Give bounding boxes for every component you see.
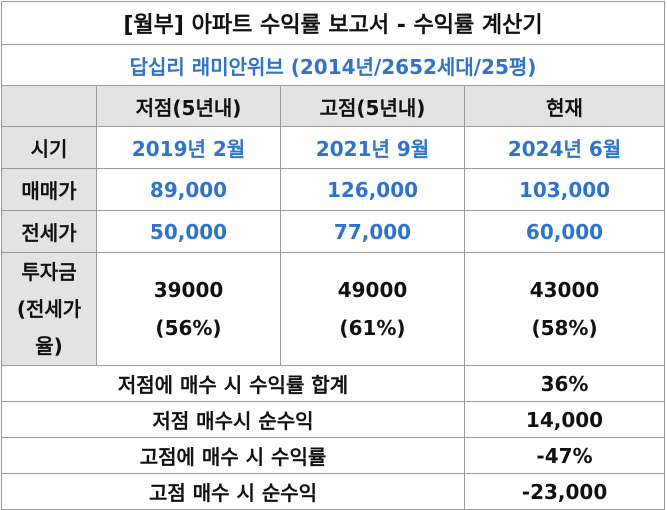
summary-label: 고점 매수 시 순수익 bbox=[1, 473, 465, 510]
investment-low: 39000 (56%) bbox=[96, 252, 281, 366]
period-low: 2019년 2월 bbox=[96, 126, 281, 169]
summary-row: 저점 매수시 순수익 14,000 bbox=[1, 401, 666, 438]
investment-high-amount: 49000 bbox=[337, 278, 408, 302]
period-row: 시기 2019년 2월 2021년 9월 2024년 6월 bbox=[1, 126, 666, 169]
summary-label: 고점에 매수 시 수익률 bbox=[1, 437, 465, 474]
jeonse-price-current: 60,000 bbox=[463, 210, 666, 253]
period-high: 2021년 9월 bbox=[280, 126, 465, 169]
apartment-info: 답십리 래미안위브 (2014년/2652세대/25평) bbox=[0, 44, 666, 86]
corner-cell bbox=[1, 85, 97, 127]
title-row: [월부] 아파트 수익률 보고서 - 수익률 계산기 bbox=[0, 1, 666, 45]
sale-price-row: 매매가 89,000 126,000 103,000 bbox=[1, 168, 666, 211]
investment-label: 투자금 (전세가 율) bbox=[1, 252, 97, 366]
investment-high-ratio: (61%) bbox=[339, 316, 406, 340]
jeonse-price-row: 전세가 50,000 77,000 60,000 bbox=[1, 210, 666, 253]
column-header-row: 저점(5년내) 고점(5년내) 현재 bbox=[1, 85, 666, 127]
jeonse-price-label: 전세가 bbox=[1, 210, 97, 253]
header-current: 현재 bbox=[463, 85, 666, 127]
summary-value: -47% bbox=[463, 437, 666, 474]
sale-price-high: 126,000 bbox=[280, 168, 465, 211]
period-current: 2024년 6월 bbox=[463, 126, 666, 169]
sale-price-label: 매매가 bbox=[1, 168, 97, 211]
investment-label-line: (전세가 bbox=[16, 296, 82, 321]
investment-current-amount: 43000 bbox=[529, 278, 600, 302]
period-label: 시기 bbox=[1, 126, 97, 169]
investment-label-line: 투자금 bbox=[21, 259, 77, 284]
summary-value: 36% bbox=[463, 365, 666, 402]
subtitle-row: 답십리 래미안위브 (2014년/2652세대/25평) bbox=[0, 44, 666, 86]
investment-low-ratio: (56%) bbox=[155, 316, 222, 340]
report-title: [월부] 아파트 수익률 보고서 - 수익률 계산기 bbox=[0, 1, 666, 45]
investment-low-amount: 39000 bbox=[153, 278, 224, 302]
investment-label-line: 율) bbox=[35, 333, 63, 358]
sale-price-current: 103,000 bbox=[463, 168, 666, 211]
investment-current: 43000 (58%) bbox=[463, 252, 666, 366]
summary-row: 저점에 매수 시 수익률 합계 36% bbox=[1, 365, 666, 402]
summary-row: 고점에 매수 시 수익률 -47% bbox=[1, 437, 666, 474]
summary-row: 고점 매수 시 순수익 -23,000 bbox=[1, 473, 666, 510]
investment-current-ratio: (58%) bbox=[531, 316, 598, 340]
investment-row: 투자금 (전세가 율) 39000 (56%) 49000 (61%) 4300… bbox=[1, 252, 666, 366]
header-low: 저점(5년내) bbox=[96, 85, 281, 127]
jeonse-price-low: 50,000 bbox=[96, 210, 281, 253]
sale-price-low: 89,000 bbox=[96, 168, 281, 211]
header-high: 고점(5년내) bbox=[280, 85, 465, 127]
jeonse-price-high: 77,000 bbox=[280, 210, 465, 253]
summary-value: -23,000 bbox=[463, 473, 666, 510]
summary-label: 저점에 매수 시 수익률 합계 bbox=[1, 365, 465, 402]
investment-high: 49000 (61%) bbox=[280, 252, 465, 366]
summary-label: 저점 매수시 순수익 bbox=[1, 401, 465, 438]
summary-value: 14,000 bbox=[463, 401, 666, 438]
